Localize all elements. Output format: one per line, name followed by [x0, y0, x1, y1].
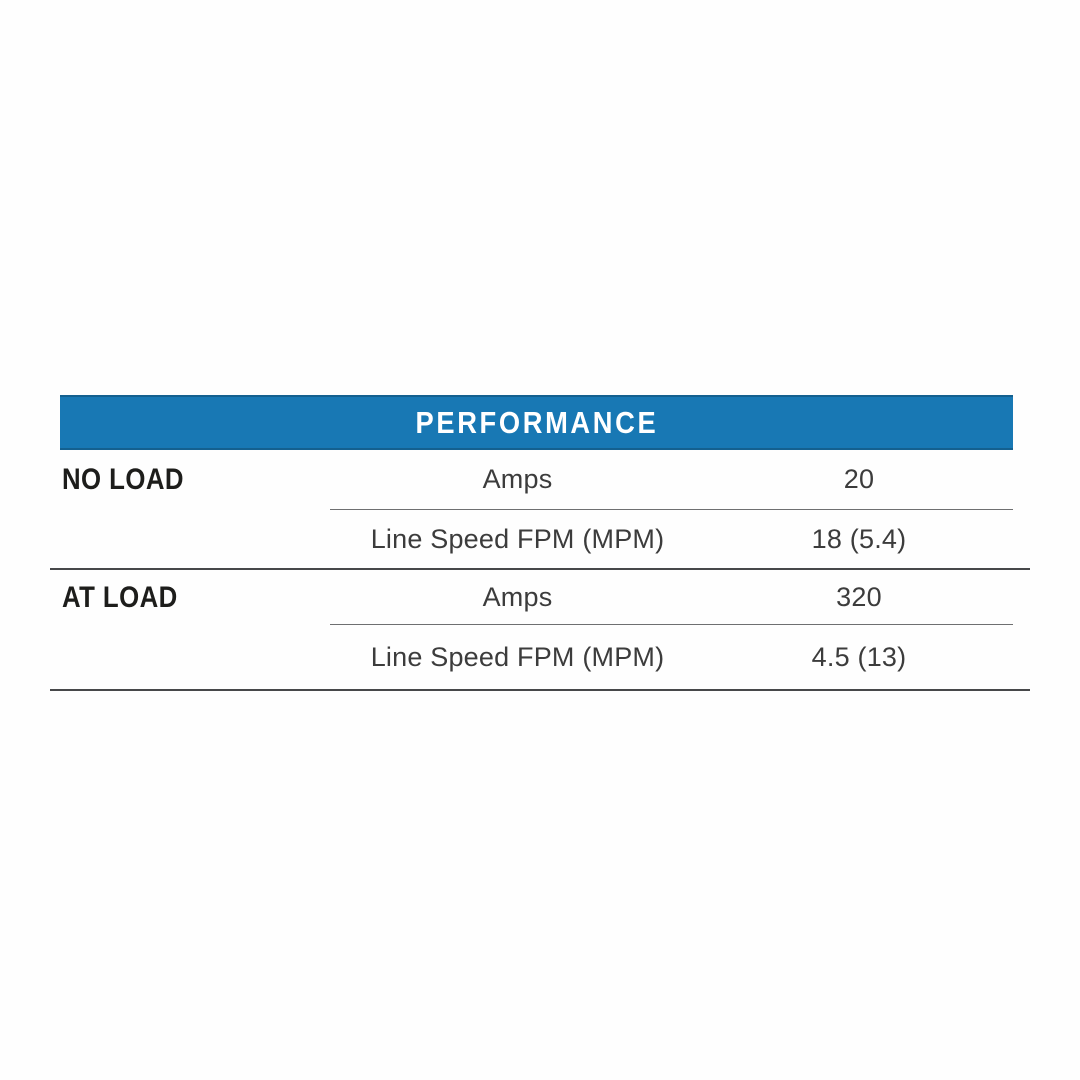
section-no-load: NO LOAD Amps 20 Line Speed FPM (MPM) 18 …	[60, 450, 1013, 568]
section-at-load: AT LOAD Amps 320 Line Speed FPM (MPM) 4.…	[60, 570, 1013, 689]
metric-cell-no-load-amps: Amps	[330, 450, 705, 510]
value-cell-at-load-line-speed: 4.5 (13)	[811, 641, 907, 672]
table-title: PERFORMANCE	[415, 404, 658, 440]
performance-spec-table: PERFORMANCE NO LOAD Amps 20 Line Speed F…	[50, 395, 1030, 691]
section-label-cell: NO LOAD	[60, 450, 330, 510]
value-cell-no-load-line-speed: 18 (5.4)	[811, 523, 907, 554]
section-divider	[50, 568, 1030, 570]
section-label-cell: AT LOAD	[60, 570, 330, 625]
table-header-bar: PERFORMANCE	[60, 395, 1013, 450]
value-cell-at-load-amps: 320	[705, 570, 1013, 625]
section-label-at-load: AT LOAD	[62, 580, 178, 614]
metric-cell-at-load-amps: Amps	[330, 570, 705, 625]
metric-cell-no-load-line-speed: Line Speed FPM (MPM)	[370, 523, 665, 554]
value-cell-no-load-amps: 20	[705, 450, 1013, 510]
table-bottom-divider	[50, 689, 1030, 691]
metric-cell-at-load-line-speed: Line Speed FPM (MPM)	[370, 641, 665, 672]
section-label-no-load: NO LOAD	[62, 463, 184, 496]
